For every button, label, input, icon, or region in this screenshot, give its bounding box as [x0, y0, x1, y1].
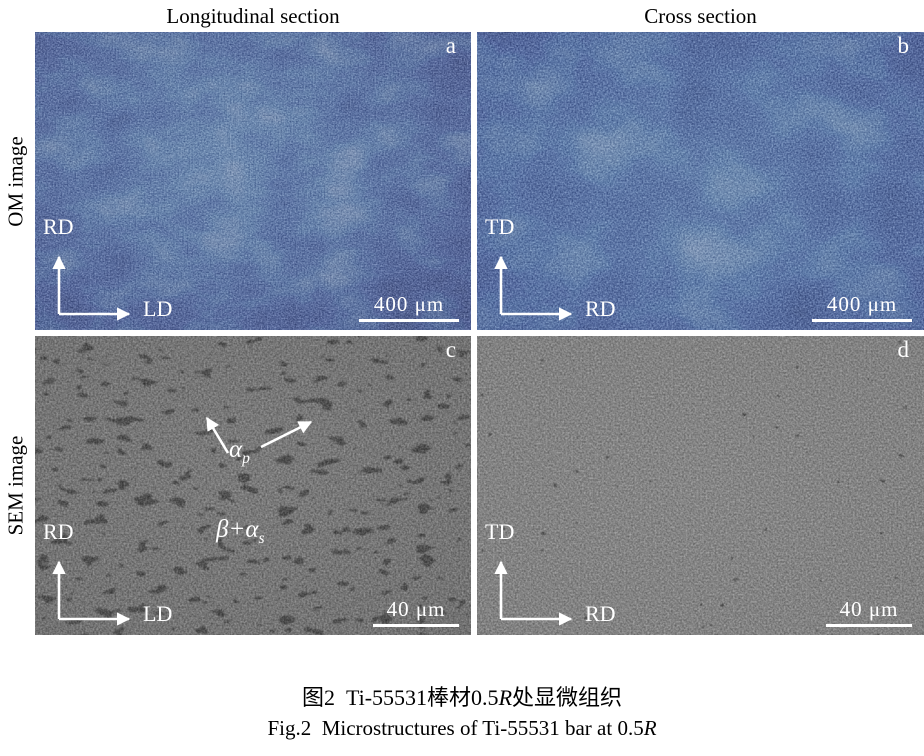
annotation-beta-alpha-s-sub: s — [258, 530, 265, 547]
micrograph-texture-b — [477, 32, 924, 330]
row-label-om: OM image — [0, 32, 32, 330]
annotation-beta-alpha-s-main: β+α — [216, 516, 259, 543]
scale-bar-line — [826, 624, 912, 627]
caption-zh-suffix: 处显微组织 — [512, 685, 623, 710]
panel-letter-b: b — [897, 33, 910, 58]
panel-d-sem-cross: d TD RD 40 μm — [477, 336, 924, 635]
caption-zh-italic-r: R — [498, 685, 513, 710]
scale-bar-label: 400 μm — [826, 292, 898, 316]
micrograph-texture-d — [477, 336, 924, 635]
annotation-alpha-p-sub: p — [242, 450, 250, 467]
row-label-sem: SEM image — [0, 336, 32, 635]
panel-b-om-cross: b TD RD 400 μm — [477, 32, 924, 330]
scale-bar-label: 40 μm — [839, 597, 899, 621]
scale-bar-line — [373, 624, 459, 627]
scale-bar-b: 400 μm — [812, 292, 912, 322]
panel-letter-d: d — [897, 337, 910, 362]
micrograph-texture-c — [35, 336, 471, 635]
panel-letter-a: a — [445, 33, 456, 58]
scale-bar-line — [812, 319, 912, 322]
caption-zh-prefix: 图2 Ti-55531棒材0.5 — [301, 685, 499, 710]
panel-c-sem-longitudinal: c αp β+αs RD LD 40 μm — [35, 336, 471, 635]
scale-bar-line — [359, 319, 459, 322]
scale-bar-a: 400 μm — [359, 292, 459, 322]
scale-bar-label: 400 μm — [373, 292, 445, 316]
panel-a-om-longitudinal: a RD LD 400 μm — [35, 32, 471, 330]
annotation-alpha-p: αp — [229, 436, 250, 468]
figure-caption-english: Fig.2 Microstructures of Ti-55531 bar at… — [0, 716, 924, 741]
scale-bar-d: 40 μm — [826, 597, 912, 627]
caption-en-prefix: Fig.2 Microstructures of Ti-55531 bar at… — [267, 716, 644, 740]
caption-en-italic-r: R — [643, 716, 657, 740]
figure-caption-chinese: 图2 Ti-55531棒材0.5R处显微组织 — [0, 680, 924, 712]
column-header-cross: Cross section — [644, 4, 757, 28]
scale-bar-c: 40 μm — [373, 597, 459, 627]
micrograph-texture-a — [35, 32, 471, 330]
row-label-sem-text: SEM image — [3, 435, 28, 536]
panel-letter-c: c — [445, 337, 456, 362]
row-label-om-text: OM image — [3, 135, 28, 227]
annotation-alpha-p-main: α — [229, 436, 243, 463]
annotation-beta-alpha-s: β+αs — [216, 516, 265, 548]
scale-bar-label: 40 μm — [386, 597, 446, 621]
column-header-longitudinal: Longitudinal section — [166, 4, 340, 28]
